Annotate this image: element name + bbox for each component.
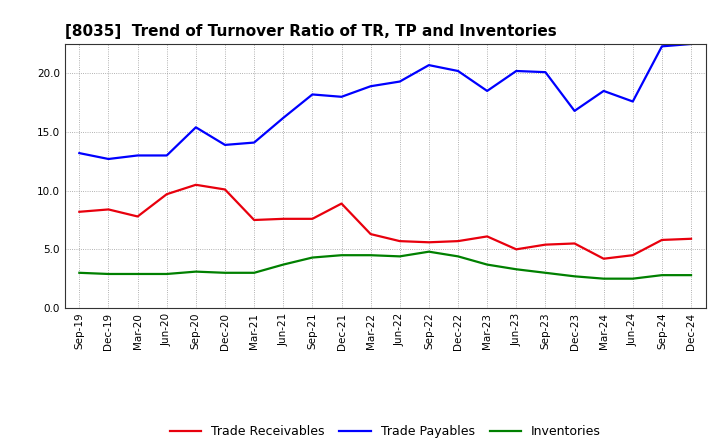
Line: Inventories: Inventories [79,252,691,279]
Inventories [279,262,287,267]
Trade Payables [570,108,579,114]
Trade Payables [337,94,346,99]
Trade Payables [104,156,113,161]
Inventories [483,262,492,267]
Inventories [133,271,142,277]
Trade Payables [599,88,608,94]
Trade Payables [133,153,142,158]
Inventories [104,271,113,277]
Trade Receivables [250,217,258,223]
Trade Receivables [483,234,492,239]
Trade Payables [308,92,317,97]
Trade Receivables [279,216,287,221]
Trade Payables [192,125,200,130]
Inventories [163,271,171,277]
Trade Payables [75,150,84,156]
Trade Receivables [163,191,171,197]
Trade Receivables [599,256,608,261]
Inventories [454,254,462,259]
Inventories [512,267,521,272]
Trade Receivables [308,216,317,221]
Line: Trade Payables: Trade Payables [79,44,691,159]
Trade Receivables [425,240,433,245]
Trade Receivables [337,201,346,206]
Inventories [629,276,637,281]
Inventories [599,276,608,281]
Trade Receivables [192,182,200,187]
Inventories [570,274,579,279]
Inventories [541,270,550,275]
Inventories [220,270,229,275]
Trade Payables [454,68,462,73]
Inventories [395,254,404,259]
Trade Receivables [366,231,375,237]
Trade Receivables [629,253,637,258]
Trade Receivables [512,247,521,252]
Trade Receivables [541,242,550,247]
Trade Receivables [133,214,142,219]
Trade Receivables [570,241,579,246]
Trade Payables [163,153,171,158]
Inventories [250,270,258,275]
Trade Payables [541,70,550,75]
Trade Payables [512,68,521,73]
Inventories [337,253,346,258]
Trade Payables [687,41,696,47]
Trade Receivables [395,238,404,244]
Legend: Trade Receivables, Trade Payables, Inventories: Trade Receivables, Trade Payables, Inven… [170,425,600,438]
Inventories [192,269,200,274]
Trade Payables [425,62,433,68]
Trade Payables [657,44,666,49]
Trade Payables [395,79,404,84]
Trade Receivables [657,237,666,242]
Trade Payables [366,84,375,89]
Inventories [75,270,84,275]
Trade Receivables [454,238,462,244]
Trade Receivables [220,187,229,192]
Trade Payables [279,115,287,121]
Trade Receivables [687,236,696,242]
Line: Trade Receivables: Trade Receivables [79,185,691,259]
Trade Receivables [75,209,84,214]
Trade Payables [629,99,637,104]
Inventories [425,249,433,254]
Inventories [366,253,375,258]
Inventories [308,255,317,260]
Inventories [657,272,666,278]
Trade Payables [483,88,492,94]
Inventories [687,272,696,278]
Trade Payables [220,142,229,147]
Text: [8035]  Trend of Turnover Ratio of TR, TP and Inventories: [8035] Trend of Turnover Ratio of TR, TP… [65,24,557,39]
Trade Payables [250,140,258,145]
Trade Receivables [104,207,113,212]
